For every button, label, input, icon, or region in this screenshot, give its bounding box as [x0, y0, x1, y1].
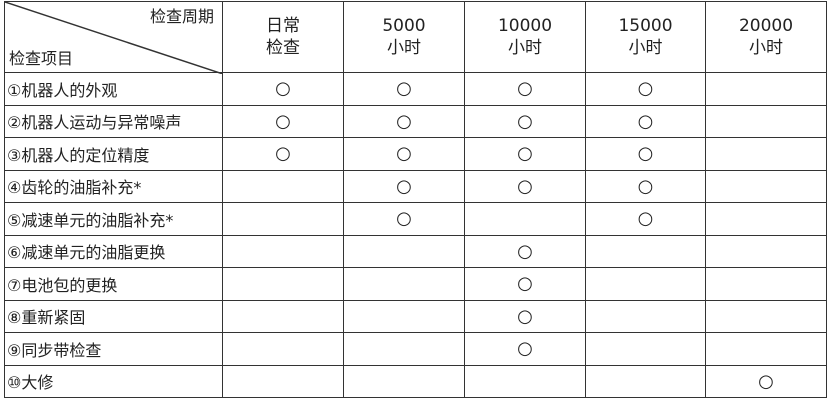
check-mark-cell: ○ — [705, 364, 827, 398]
check-mark-cell: ○ — [585, 169, 706, 203]
table-row: ⑧重新紧固 ○ — [4, 299, 827, 333]
check-mark-cell — [705, 234, 827, 268]
check-mark-cell: ○ — [585, 137, 706, 171]
table-row: ⑩大修 ○ — [4, 364, 827, 398]
check-mark-cell — [585, 299, 706, 333]
check-mark-cell: ○ — [464, 332, 586, 366]
check-mark-cell: ○ — [585, 104, 706, 138]
period-label: 检查周期 — [149, 7, 214, 26]
check-mark-cell: ○ — [464, 169, 586, 203]
check-mark-cell — [222, 234, 344, 268]
table-row: ②机器人运动与异常噪声 ○ ○ ○ ○ — [4, 104, 827, 138]
check-item: ⑤减速单元的油脂补充* — [4, 202, 223, 236]
check-mark-cell: ○ — [464, 267, 586, 301]
check-mark-cell — [705, 332, 827, 366]
check-mark-cell — [222, 299, 344, 333]
column-header-line1: 10000 — [497, 16, 553, 36]
column-header: 15000 小时 — [585, 1, 706, 73]
column-header: 10000 小时 — [464, 1, 586, 73]
check-mark-cell — [585, 364, 706, 398]
check-item: ⑨同步带检查 — [4, 332, 223, 366]
check-item: ③机器人的定位精度 — [4, 137, 223, 171]
check-mark-cell: ○ — [343, 72, 465, 106]
item-label: 检查项目 — [9, 49, 74, 68]
column-header: 5000 小时 — [343, 1, 465, 73]
check-mark-cell: ○ — [464, 72, 586, 106]
check-mark-cell — [343, 234, 465, 268]
check-mark-cell — [705, 72, 827, 106]
check-mark-cell: ○ — [222, 72, 344, 106]
check-mark-cell: ○ — [585, 72, 706, 106]
check-mark-cell — [343, 364, 465, 398]
check-mark-cell — [705, 202, 827, 236]
table-row: ④齿轮的油脂补充* ○ ○ ○ — [4, 169, 827, 203]
column-header: 日常 检查 — [222, 1, 344, 73]
diagonal-header-cell: 检查周期 检查项目 — [4, 1, 223, 74]
check-mark-cell: ○ — [343, 104, 465, 138]
check-mark-cell: ○ — [464, 104, 586, 138]
check-mark-cell — [222, 202, 344, 236]
check-mark-cell — [705, 267, 827, 301]
check-mark-cell — [705, 169, 827, 203]
check-item: ⑧重新紧固 — [4, 299, 223, 333]
maintenance-schedule-table: 检查周期 检查项目 日常 检查 5000 小时 10000 小时 15000 小时 20… — [4, 1, 827, 398]
header-row: 检查周期 检查项目 日常 检查 5000 小时 10000 小时 15000 小时 20… — [4, 1, 827, 74]
check-item: ②机器人运动与异常噪声 — [4, 104, 223, 138]
table-row: ⑥减速单元的油脂更换 ○ — [4, 234, 827, 268]
check-mark-cell: ○ — [585, 202, 706, 236]
check-mark-cell — [343, 299, 465, 333]
table-row: ③机器人的定位精度 ○ ○ ○ ○ — [4, 137, 827, 171]
check-mark-cell — [222, 267, 344, 301]
check-mark-cell — [222, 332, 344, 366]
check-mark-cell — [464, 364, 586, 398]
check-mark-cell: ○ — [222, 137, 344, 171]
check-item: ①机器人的外观 — [4, 72, 223, 106]
check-mark-cell — [222, 169, 344, 203]
column-header-line1: 15000 — [618, 16, 673, 36]
check-mark-cell: ○ — [464, 137, 586, 171]
check-item: ④齿轮的油脂补充* — [4, 169, 223, 203]
column-header-line2: 小时 — [628, 38, 663, 58]
check-mark-cell — [705, 104, 827, 138]
check-mark-cell: ○ — [464, 234, 586, 268]
check-mark-cell — [585, 267, 706, 301]
column-header-line2: 小时 — [387, 38, 421, 58]
check-mark-cell — [343, 332, 465, 366]
check-item: ⑥减速单元的油脂更换 — [4, 234, 223, 268]
column-header-line1: 日常 — [266, 16, 300, 36]
check-mark-cell — [585, 234, 706, 268]
table-row: ⑤减速单元的油脂补充* ○ ○ — [4, 202, 827, 236]
check-mark-cell — [705, 299, 827, 333]
check-mark-cell — [222, 364, 344, 398]
check-mark-cell — [464, 202, 586, 236]
column-header-line1: 20000 — [738, 16, 794, 36]
column-header-line1: 5000 — [382, 16, 426, 36]
check-mark-cell: ○ — [222, 104, 344, 138]
table-row: ⑨同步带检查 ○ — [4, 332, 827, 366]
check-item: ⑦电池包的更换 — [4, 267, 223, 301]
column-header-line2: 小时 — [749, 38, 783, 58]
diagonal-line — [5, 2, 223, 74]
check-mark-cell: ○ — [343, 169, 465, 203]
column-header-line2: 检查 — [266, 38, 300, 58]
column-header-line2: 小时 — [508, 38, 542, 58]
table-row: ①机器人的外观 ○ ○ ○ ○ — [4, 72, 827, 106]
table-row: ⑦电池包的更换 ○ — [4, 267, 827, 301]
check-item: ⑩大修 — [4, 364, 223, 398]
column-header: 20000 小时 — [705, 1, 827, 73]
check-mark-cell: ○ — [343, 202, 465, 236]
check-mark-cell: ○ — [343, 137, 465, 171]
check-mark-cell — [585, 332, 706, 366]
check-mark-cell — [705, 137, 827, 171]
check-mark-cell — [343, 267, 465, 301]
check-mark-cell: ○ — [464, 299, 586, 333]
